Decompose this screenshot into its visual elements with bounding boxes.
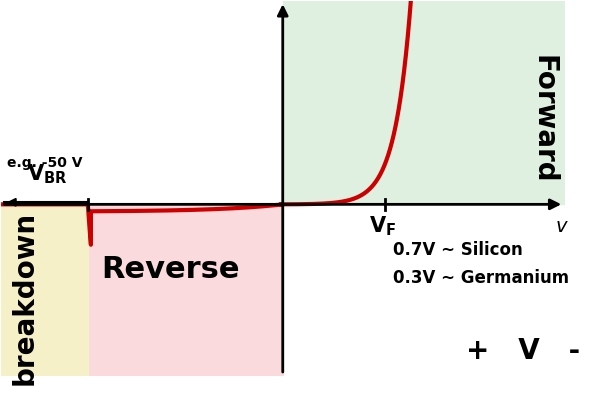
Text: Reverse: Reverse	[101, 255, 239, 284]
Text: 0.7V ∼ Silicon: 0.7V ∼ Silicon	[393, 241, 523, 259]
Text: +   V   -: + V -	[466, 337, 580, 365]
Text: 0.3V ∼ Germanium: 0.3V ∼ Germanium	[393, 269, 569, 287]
Text: breakdown: breakdown	[10, 211, 38, 385]
Text: $\mathbf{V_{BR}}$: $\mathbf{V_{BR}}$	[27, 162, 67, 186]
Text: $\mathit{v}$: $\mathit{v}$	[554, 216, 568, 236]
Text: e.g. -50 V: e.g. -50 V	[7, 156, 82, 170]
Text: $\mathbf{V_F}$: $\mathbf{V_F}$	[369, 214, 396, 238]
Text: Forward: Forward	[530, 55, 557, 184]
